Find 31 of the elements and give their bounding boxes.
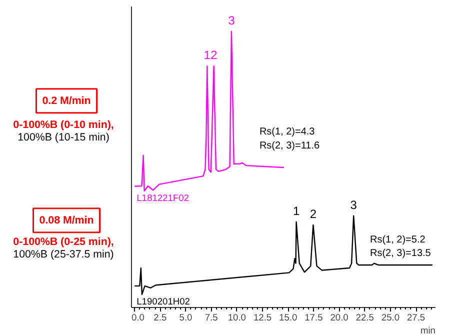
x-axis-title: min — [420, 326, 436, 335]
x-tick-label: 5.0 — [179, 312, 192, 322]
x-tick-label: 15.0 — [279, 312, 298, 322]
x-tick-label: 22.5 — [356, 312, 374, 322]
annotation: Rs(2, 3)=11.6 — [259, 140, 320, 152]
text: 0.08 M/min — [39, 214, 94, 226]
x-tick-label: 7.5 — [204, 312, 218, 322]
annotation: Rs(1, 2)=5.2 — [370, 234, 426, 246]
annotation: 1 — [292, 204, 300, 218]
x-tick-label: 20.0 — [330, 312, 348, 322]
x-tick-label: 2.5 — [154, 312, 167, 322]
annotation: 2 — [210, 48, 218, 62]
x-tick-label: 17.5 — [304, 312, 323, 322]
annotation: 3 — [350, 198, 358, 212]
annotation: Rs(1, 2)=4.3 — [259, 126, 316, 138]
x-tick-label: 27.5 — [406, 312, 426, 322]
text: 0-100%B (0-25 min), — [13, 236, 114, 248]
annotation: Rs(2, 3)=13.5 — [370, 248, 432, 260]
text: 0.2 M/min — [42, 94, 91, 107]
x-tick-label: 10.0 — [228, 312, 246, 322]
series-label: L190201H02 — [136, 296, 190, 307]
text: 0-100%B (0-10 min), — [13, 119, 114, 132]
series-label: L181221F02 — [136, 192, 189, 203]
x-tick-label: 12.5 — [253, 312, 272, 322]
annotation: 3 — [228, 13, 236, 28]
annotation: 2 — [310, 206, 317, 221]
x-tick-label: 0.0 — [132, 312, 144, 322]
text: 100%B (25-37.5 min) — [13, 248, 114, 260]
x-tick-label: 25.0 — [381, 312, 400, 322]
text: 100%B (10-15 min) — [18, 132, 110, 144]
annotation: 1 — [204, 48, 211, 62]
